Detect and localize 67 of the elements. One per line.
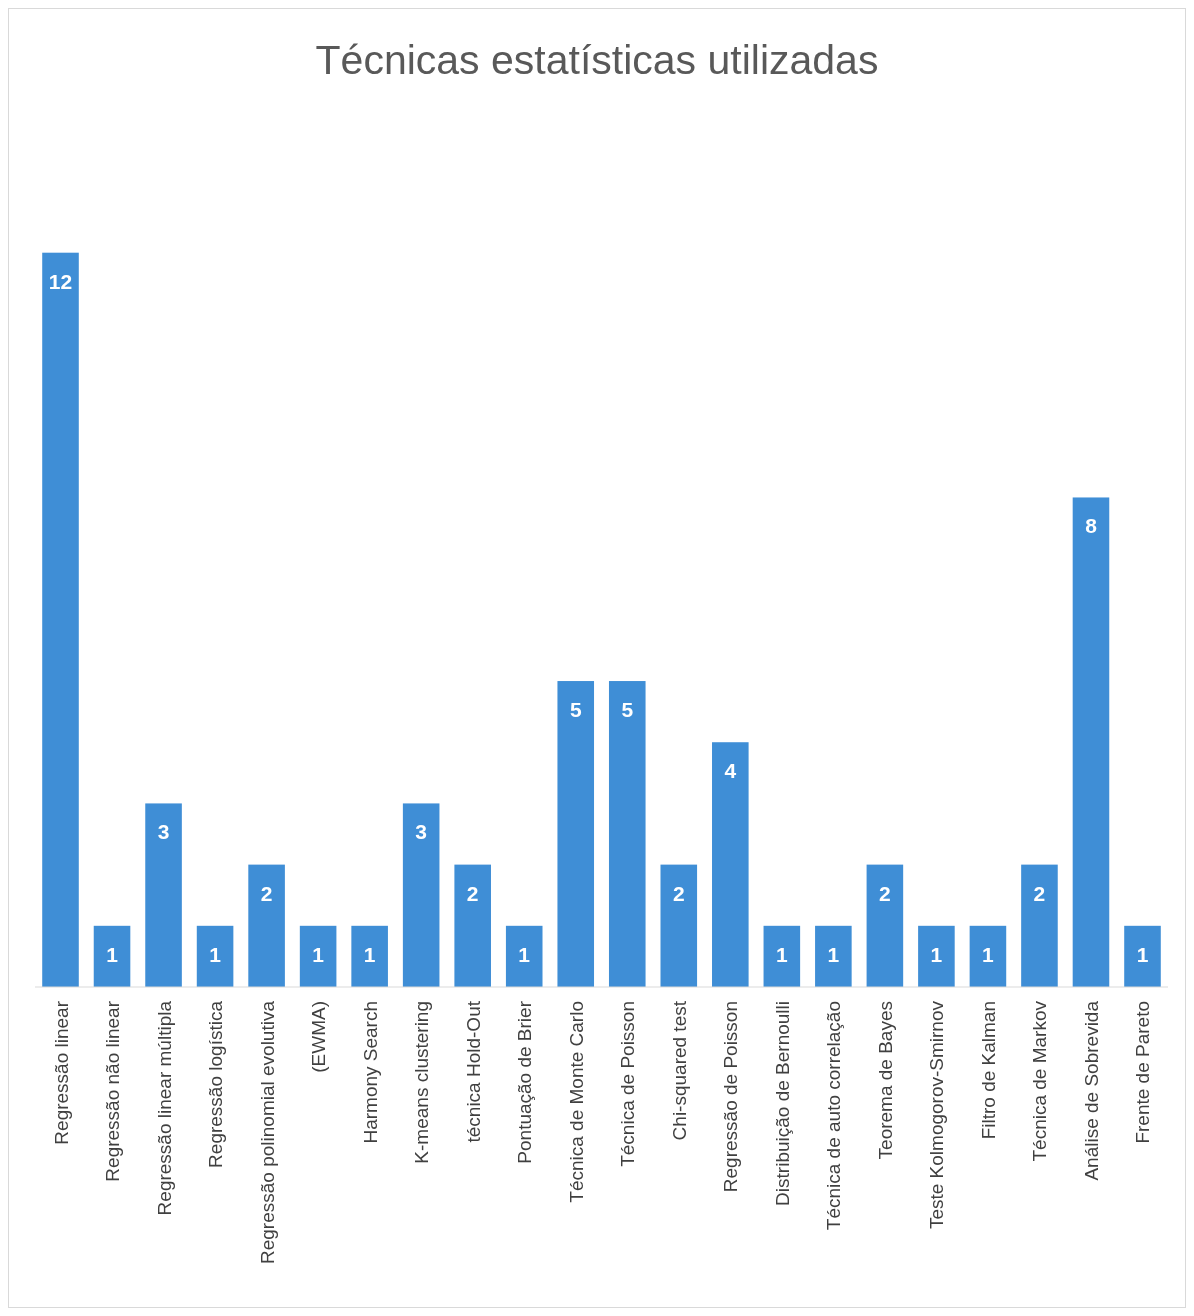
- data-label: 1: [363, 942, 376, 966]
- bar: [763, 925, 801, 987]
- bar: [196, 925, 234, 987]
- data-label: 5: [569, 698, 582, 722]
- bar: [712, 742, 749, 987]
- data-label: 1: [518, 942, 531, 966]
- bar: [454, 864, 491, 987]
- x-tick-label: técnica Hold-Out: [462, 1000, 484, 1143]
- x-tick-label: Regressão logística: [205, 1000, 227, 1168]
- data-label: 2: [1033, 881, 1046, 905]
- data-label: 1: [1136, 942, 1149, 966]
- data-label: 2: [672, 881, 685, 905]
- chart-title: Técnicas estatísticas utilizadas: [315, 37, 879, 83]
- x-tick-label: Regressão não linear: [102, 1000, 124, 1182]
- x-tick-label: Filtro de Kalman: [977, 1001, 999, 1140]
- x-tick-label: Pontuação de Brier: [514, 1000, 536, 1164]
- x-tick-label: Teorema de Bayes: [874, 1001, 896, 1160]
- data-label: 12: [48, 269, 73, 293]
- bar: [660, 864, 698, 987]
- x-tick-label: Técnica de Poisson: [617, 1001, 639, 1167]
- bar: [505, 925, 543, 987]
- data-label: 2: [466, 881, 479, 905]
- data-label: 3: [415, 820, 428, 844]
- x-tick-label: (EWMA): [308, 1001, 330, 1073]
- data-label: 8: [1085, 514, 1098, 538]
- bar: [93, 925, 131, 987]
- data-label: 2: [879, 881, 891, 905]
- data-label: 1: [827, 942, 840, 966]
- data-label: 1: [982, 942, 995, 966]
- bar: [42, 252, 79, 987]
- data-label: 1: [209, 942, 222, 966]
- bar: [402, 803, 440, 987]
- bar: [608, 681, 646, 987]
- x-tick-label: Frente de Pareto: [1132, 1001, 1154, 1144]
- bar: [1021, 864, 1058, 987]
- data-label: 1: [930, 942, 943, 966]
- x-tick-label: Técnica de auto correlação: [823, 1001, 845, 1231]
- x-tick-label: K-means clustering: [411, 1001, 433, 1164]
- data-label: 4: [724, 759, 737, 783]
- bar: [1072, 497, 1110, 987]
- bar: [248, 864, 285, 987]
- data-label: 1: [775, 942, 788, 966]
- bar: [145, 803, 182, 987]
- x-tick-label: Harmony Search: [359, 1001, 381, 1144]
- data-label: 1: [106, 942, 119, 966]
- bar: [815, 925, 852, 987]
- data-label: 1: [312, 942, 325, 966]
- data-label: 5: [621, 698, 634, 722]
- data-label: 3: [157, 820, 170, 844]
- x-tick-label: Regressão linear: [50, 1000, 72, 1145]
- x-tick-label: Técnica de Monte Carlo: [565, 1001, 587, 1203]
- x-tick-label: Técnica de Markov: [1029, 1000, 1051, 1162]
- bar: [299, 925, 337, 987]
- x-tick-label: Regressão linear múltipla: [153, 1000, 175, 1216]
- x-tick-label: Chi-squared test: [668, 1000, 690, 1141]
- x-tick-label: Regressão polinomial evolutiva: [256, 1000, 278, 1264]
- x-tick-label: Regressão de Poisson: [720, 1001, 742, 1193]
- data-label: 2: [260, 881, 273, 905]
- bar: [1124, 925, 1161, 987]
- bar: [866, 864, 904, 987]
- bar: [557, 681, 595, 987]
- bar: [969, 925, 1007, 987]
- bar: [351, 925, 388, 987]
- bar: [918, 925, 955, 987]
- x-tick-label: Teste Kolmogorov-Smirnov: [926, 1000, 948, 1230]
- x-tick-label: Análise de Sobrevida: [1080, 1000, 1102, 1181]
- x-tick-label: Distribuição de Bernoulli: [771, 1001, 793, 1206]
